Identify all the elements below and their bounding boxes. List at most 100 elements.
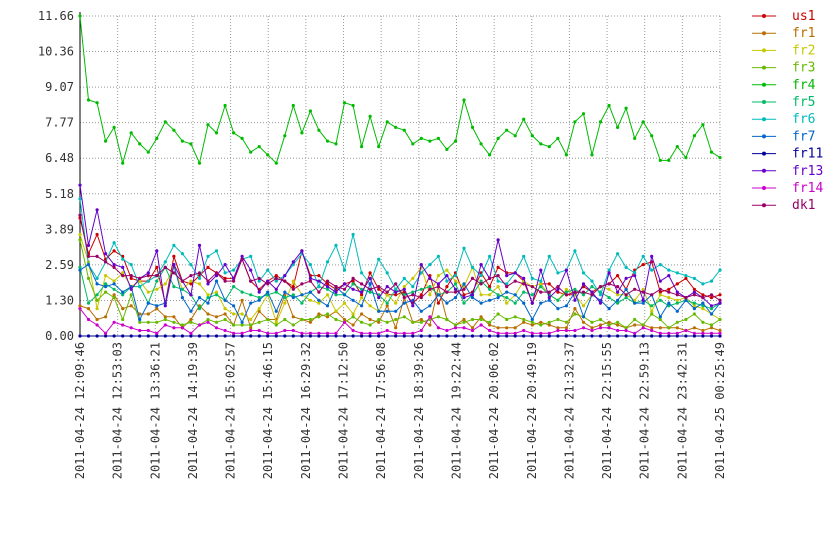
data-point (325, 279, 330, 283)
data-point (530, 301, 534, 305)
data-point (121, 307, 125, 311)
data-point (616, 274, 620, 278)
data-point (317, 298, 321, 302)
data-point (488, 334, 492, 338)
y-tick-labels: 0.00 1.30 2.59 3.89 5.18 6.48 7.77 9.07 10.36 11.… (38, 9, 74, 343)
data-point (505, 334, 509, 338)
data-point (274, 279, 278, 283)
data-point (351, 315, 355, 319)
data-point (505, 296, 509, 300)
data-point (206, 312, 210, 316)
data-point (146, 150, 150, 154)
data-point (351, 287, 355, 291)
data-point (223, 307, 227, 311)
data-point (394, 301, 398, 305)
data-point (274, 161, 278, 165)
data-point (675, 334, 679, 338)
data-point (445, 268, 449, 272)
data-point (342, 334, 347, 338)
data-point (581, 290, 586, 294)
data-point (95, 323, 99, 327)
data-point (547, 145, 551, 149)
data-point (709, 334, 714, 338)
data-point (257, 320, 261, 324)
data-point (539, 290, 543, 294)
data-point (453, 323, 458, 327)
data-point (522, 282, 526, 286)
data-point (274, 287, 278, 291)
data-point (436, 254, 440, 258)
y-tick-label: 3.89 (45, 222, 74, 236)
data-point (308, 276, 312, 280)
data-point (317, 315, 321, 319)
data-point (496, 331, 500, 335)
data-point (317, 312, 321, 316)
data-point (112, 125, 116, 129)
data-point (718, 317, 722, 322)
data-point (641, 290, 645, 294)
data-point (564, 293, 569, 297)
data-point (206, 282, 210, 286)
data-point (581, 293, 586, 297)
data-point (78, 232, 82, 237)
data-point (624, 106, 628, 110)
legend-swatch-marker (762, 100, 766, 104)
data-point (257, 328, 261, 333)
data-point (539, 282, 543, 286)
data-point (146, 312, 150, 316)
data-point (539, 268, 543, 272)
data-point (368, 276, 372, 280)
data-point (428, 323, 432, 327)
data-point (385, 309, 389, 313)
data-point (556, 290, 560, 294)
data-point (240, 312, 244, 316)
x-tick-label: 2011-04-24 12:09:46 (73, 342, 87, 479)
data-point (129, 274, 133, 278)
data-point (351, 323, 355, 327)
data-point (436, 315, 440, 319)
data-point (385, 301, 389, 305)
data-point (342, 301, 347, 305)
data-point (453, 334, 458, 338)
data-point (598, 285, 603, 289)
data-point (675, 320, 679, 324)
data-point (650, 309, 654, 313)
data-point (513, 271, 517, 275)
data-point (214, 271, 219, 275)
data-point (112, 279, 116, 283)
data-point (573, 120, 577, 124)
data-point (257, 145, 261, 149)
data-point (206, 320, 210, 324)
data-point (658, 334, 662, 338)
data-point (308, 317, 312, 322)
data-point (112, 296, 116, 300)
data-point (436, 274, 440, 278)
data-point (522, 276, 526, 280)
data-point (104, 290, 108, 294)
data-point (675, 326, 679, 330)
data-point (479, 293, 483, 297)
data-point (300, 331, 304, 335)
data-point (701, 328, 705, 333)
data-point (718, 293, 722, 297)
data-point (530, 293, 534, 297)
data-point (377, 257, 381, 261)
data-point (257, 279, 261, 283)
legend-label: fr13 (792, 164, 823, 179)
data-point (138, 328, 142, 333)
data-point (240, 136, 244, 140)
data-point (257, 334, 261, 338)
data-point (607, 307, 611, 311)
data-point (232, 131, 236, 135)
data-point (86, 307, 91, 311)
data-point (360, 296, 364, 300)
data-point (505, 317, 509, 322)
data-point (496, 265, 500, 269)
data-point (428, 285, 432, 289)
data-point (317, 301, 321, 305)
data-point (138, 320, 142, 324)
data-point (257, 290, 261, 294)
data-point (197, 271, 202, 275)
data-point (590, 290, 594, 294)
data-point (377, 320, 381, 324)
